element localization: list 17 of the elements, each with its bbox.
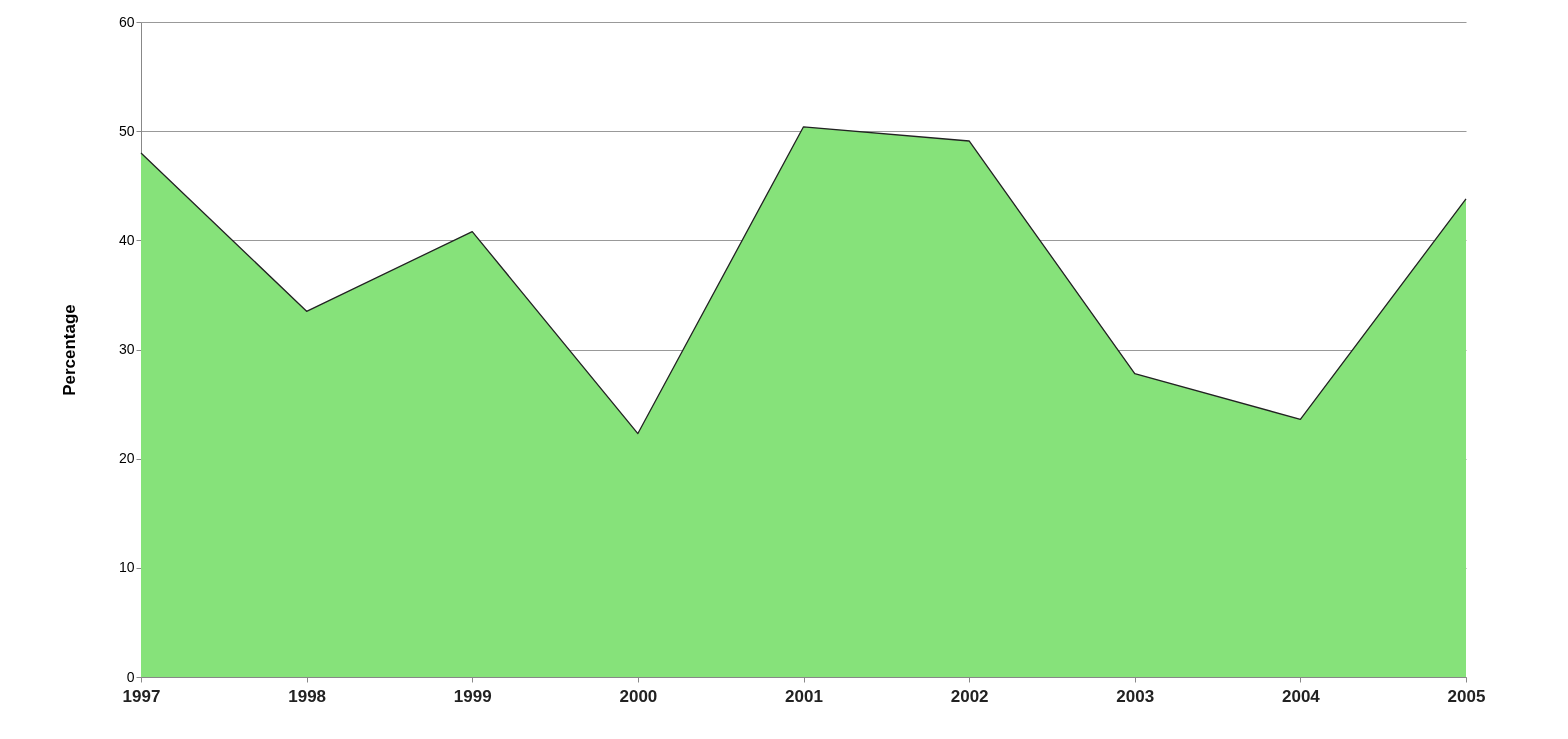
x-tick-label: 2000 <box>619 686 658 706</box>
y-tick-label: 60 <box>118 13 135 30</box>
x-tick-label: 2001 <box>785 686 823 706</box>
y-tick-label: 0 <box>126 668 135 685</box>
x-tick-label: 2004 <box>1281 686 1321 706</box>
x-tick-label: 1998 <box>288 686 327 706</box>
y-tick-label: 50 <box>118 122 135 139</box>
x-tick-label: 2002 <box>950 686 989 706</box>
y-axis-title: Percentage <box>59 304 79 396</box>
x-tick-label: 1999 <box>453 686 492 706</box>
y-tick-label: 20 <box>118 450 135 467</box>
x-tick-label: 2003 <box>1116 686 1155 706</box>
x-tick-label: 2005 <box>1447 686 1486 706</box>
y-tick-label: 30 <box>118 341 135 357</box>
x-tick-label: 1997 <box>122 686 161 706</box>
y-tick-label: 40 <box>118 231 135 248</box>
y-tick-label: 10 <box>118 559 135 576</box>
